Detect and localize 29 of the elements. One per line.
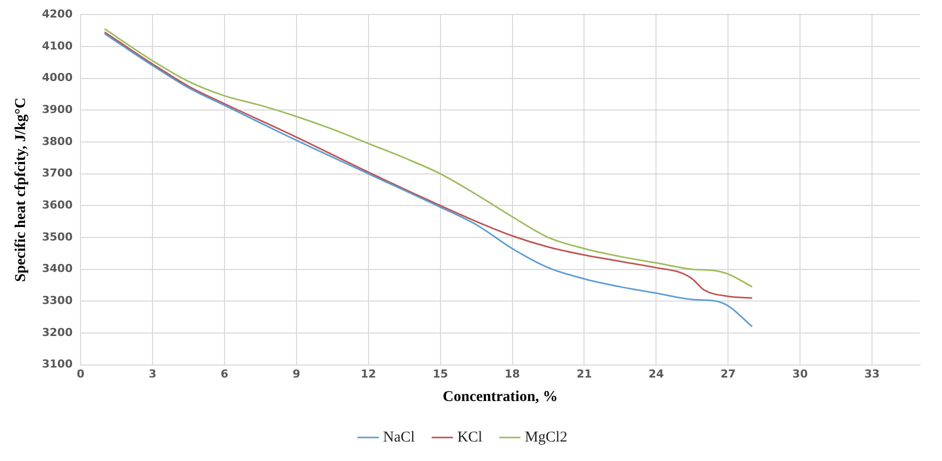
y-tick-label: 3100: [42, 358, 73, 371]
x-tick-label: 15: [432, 367, 448, 380]
y-tick-label: 3600: [42, 198, 73, 212]
y-tick-label: 4200: [42, 7, 73, 20]
y-tick-label: 4100: [42, 39, 73, 52]
x-tick-label: 0: [76, 367, 85, 380]
legend-label: KCl: [457, 429, 482, 446]
x-tick-label: 24: [648, 367, 664, 380]
y-axis-title: Specific heat cfpfcity, J/kg°C: [12, 98, 29, 282]
x-tick-label: 33: [864, 367, 880, 380]
x-axis-title: Concentration, %: [442, 388, 558, 405]
x-tick-label: 6: [220, 367, 229, 380]
y-tick-label: 4000: [42, 71, 73, 84]
y-tick-label: 3500: [42, 230, 73, 244]
x-tick-label: 21: [576, 367, 592, 380]
legend-label: MgCl2: [524, 429, 568, 446]
y-tick-label: 3700: [42, 166, 73, 180]
y-tick-label: 3400: [42, 262, 73, 276]
y-tick-label: 3800: [42, 134, 73, 148]
legend-label: NaCl: [383, 429, 415, 446]
x-tick-label: 27: [720, 367, 736, 380]
y-tick-label: 3300: [42, 294, 73, 307]
x-tick-label: 3: [148, 367, 156, 380]
x-tick-label: 12: [360, 367, 376, 380]
y-tick-label: 3900: [42, 102, 73, 116]
x-tick-label: 30: [792, 367, 808, 380]
x-tick-label: 18: [504, 367, 520, 380]
y-tick-label: 3200: [42, 326, 73, 339]
x-tick-label: 9: [292, 367, 300, 380]
